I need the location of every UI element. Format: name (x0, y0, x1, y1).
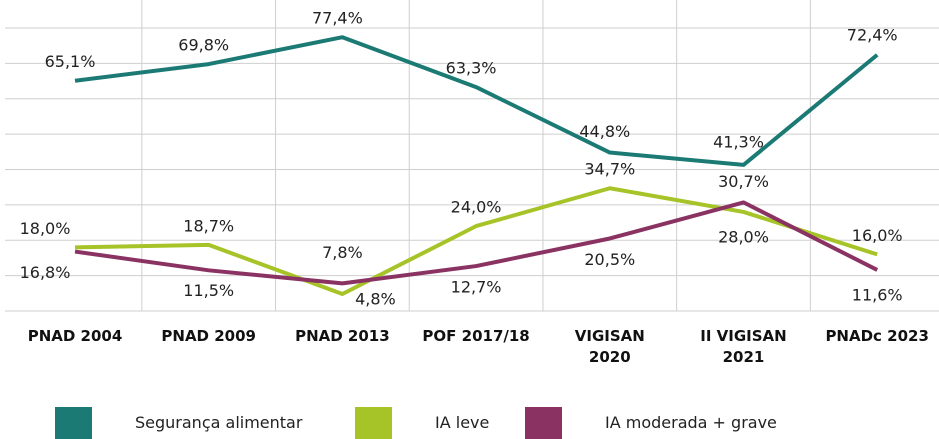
series-line (74, 35, 879, 167)
x-tick-label: PNAD 2013 (295, 327, 390, 345)
data-label: 65,1% (45, 52, 96, 71)
data-label: 18,0% (20, 219, 71, 238)
x-tick-label: PNAD 2004 (27, 327, 123, 345)
data-label: 28,0% (718, 227, 769, 246)
legend-label: IA leve (435, 413, 490, 432)
data-label: 7,8% (322, 243, 363, 262)
legend-label: Segurança alimentar (135, 413, 303, 432)
x-tick-label: PNAD 2009 (161, 327, 256, 345)
x-tick-label: PNADc 2023 (825, 327, 929, 345)
data-label: 20,5% (584, 250, 635, 269)
data-label: 16,8% (20, 263, 71, 282)
x-tick-label: POF 2017/18 (422, 327, 530, 345)
data-label: 11,6% (852, 285, 903, 304)
data-label: 69,8% (178, 36, 229, 55)
data-label: 18,7% (183, 216, 234, 235)
data-label: 34,7% (584, 160, 635, 179)
series-line (74, 200, 879, 286)
x-tick-label: VIGISAN 2020 (574, 327, 645, 366)
series-line (74, 186, 878, 297)
data-label: 4,8% (355, 290, 396, 309)
x-tick-label: II VIGISAN 2021 (700, 327, 787, 366)
legend-swatch (55, 407, 92, 439)
legend-swatch (525, 407, 562, 439)
data-label: 30,7% (718, 172, 769, 191)
legend-label: IA moderada + grave (605, 413, 777, 432)
data-label: 16,0% (852, 226, 903, 245)
legend-swatch (355, 407, 392, 439)
data-label: 11,5% (183, 281, 234, 300)
data-label: 72,4% (847, 25, 898, 44)
data-label: 41,3% (713, 132, 764, 151)
data-label: 63,3% (446, 59, 497, 78)
data-label: 24,0% (451, 198, 502, 217)
data-label: 12,7% (451, 278, 502, 297)
data-label: 77,4% (312, 9, 363, 28)
data-label: 44,8% (579, 122, 630, 141)
